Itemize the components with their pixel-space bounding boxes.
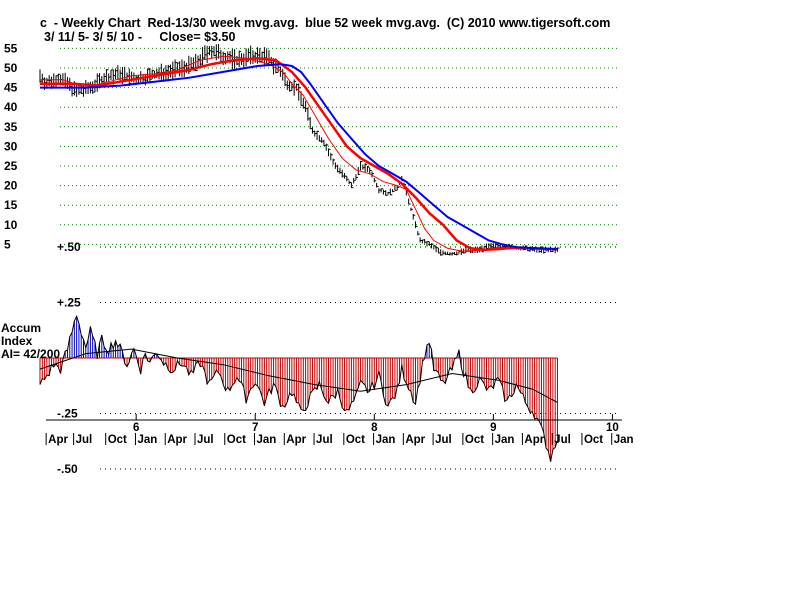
accum-lines — [39, 314, 558, 462]
price-tick-label: 10 — [4, 218, 18, 232]
month-label: Oct — [465, 434, 484, 446]
chart-title: c - Weekly Chart Red-13/30 week mvg.avg.… — [40, 16, 611, 30]
price-tick-label: 40 — [4, 100, 18, 114]
accum-grid — [100, 246, 617, 470]
month-label: Apr — [405, 434, 425, 446]
accum-label: Accum — [1, 321, 41, 335]
price-y-axis: 5 10 15 20 25 30 35 40 45 50 55 — [4, 41, 18, 251]
price-tick-label: 25 — [4, 159, 18, 173]
month-label: Oct — [584, 434, 603, 446]
ai-value-label: AI= 42/200 — [1, 347, 60, 361]
price-bars — [39, 44, 560, 256]
month-label: Jan — [495, 434, 515, 446]
month-label: Jul — [76, 434, 93, 446]
accum-tick-label: -.50 — [57, 462, 78, 476]
x-axis: 6 7 8 9 10 Apr Jul Oct Jan Apr Jul Oct Jan Apr Jul Oct J… — [45, 414, 634, 446]
month-label: Apr — [524, 434, 544, 446]
month-label: Oct — [227, 434, 246, 446]
chart-subtitle: 3/ 11/ 5- 3/ 5/ 10 - Close= $3.50 — [44, 30, 236, 44]
month-label: Apr — [48, 434, 68, 446]
accum-tick-label: +.50 — [57, 240, 81, 254]
price-tick-label: 55 — [4, 41, 18, 55]
month-label: Apr — [286, 434, 306, 446]
price-tick-label: 20 — [4, 179, 18, 193]
price-tick-label: 35 — [4, 120, 18, 134]
year-label: 10 — [606, 422, 619, 434]
price-tick-label: 50 — [4, 61, 18, 75]
month-label: Jan — [137, 434, 157, 446]
price-tick-label: 45 — [4, 81, 18, 95]
13-week-mvg-avg-line — [40, 55, 558, 252]
accum-smooth-line — [39, 348, 558, 403]
moving-average-lines — [40, 55, 558, 252]
accum-tick-label: +.25 — [57, 296, 81, 310]
year-label: 9 — [490, 422, 496, 434]
month-label: Oct — [346, 434, 365, 446]
month-label: Jan — [257, 434, 277, 446]
accum-tick-label: -.25 — [57, 407, 78, 421]
month-label: Jul — [554, 434, 571, 446]
month-label: Jul — [316, 434, 333, 446]
month-label: Jan — [376, 434, 396, 446]
price-tick-label: 15 — [4, 198, 18, 212]
52-week-mvg-avg-line — [40, 63, 558, 251]
price-grid — [60, 47, 617, 245]
30-week-mvg-avg-line — [40, 56, 558, 252]
accum-index-line — [39, 314, 558, 462]
price-tick-label: 5 — [4, 237, 11, 251]
price-tick-label: 30 — [4, 139, 18, 153]
year-label: 7 — [252, 422, 258, 434]
accum-y-axis: +.50 +.25 -.25 -.50 — [57, 240, 81, 476]
year-label: 8 — [371, 422, 378, 434]
month-label: Jul — [435, 434, 452, 446]
month-label: Jan — [614, 434, 634, 446]
year-label: 6 — [133, 422, 139, 434]
index-label: Index — [1, 334, 33, 348]
month-label: Oct — [108, 434, 127, 446]
month-label: Jul — [197, 434, 214, 446]
month-label: Apr — [167, 434, 187, 446]
